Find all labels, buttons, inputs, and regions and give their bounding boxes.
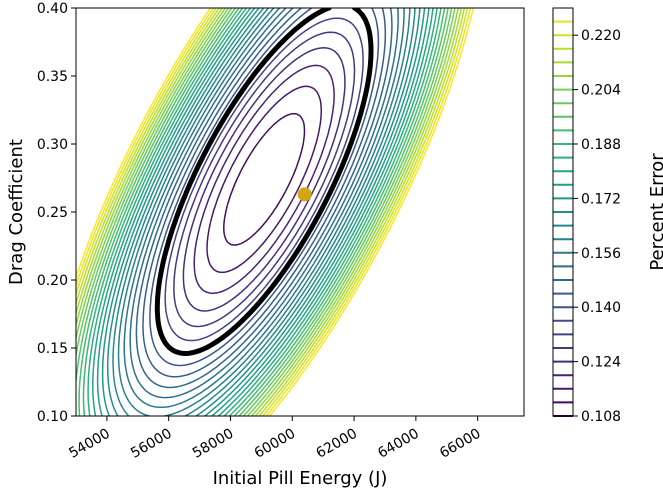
contour-line xyxy=(112,8,416,416)
contour-line xyxy=(206,85,323,274)
contour-line xyxy=(164,17,364,342)
x-tick-label: 64000 xyxy=(375,426,422,462)
y-tick-label: 0.25 xyxy=(37,205,68,221)
colorbar-tick-label: 0.220 xyxy=(581,28,621,44)
x-tick-label: 58000 xyxy=(190,426,237,462)
x-axis-title: Initial Pill Energy (J) xyxy=(213,468,388,489)
contour-line xyxy=(76,8,456,416)
contour-line xyxy=(76,8,466,416)
contour-line xyxy=(117,8,411,416)
contour-line xyxy=(76,8,472,416)
colorbar-title: Percent Error xyxy=(647,153,663,271)
minimum-point-marker xyxy=(297,187,312,202)
colorbar-ticks: 0.108 0.124 0.140 0.156 0.172 0.188 0.204 0.220 xyxy=(573,28,621,425)
contour-line xyxy=(82,8,442,416)
contour-line xyxy=(76,8,463,416)
contour-line xyxy=(135,8,393,389)
y-tick-label: 0.40 xyxy=(37,1,68,17)
contour-line xyxy=(101,8,426,416)
contour-line xyxy=(173,31,356,328)
y-axis-title: Drag Coefficient xyxy=(6,139,27,285)
bold-contour-line xyxy=(154,8,374,356)
x-tick-label: 62000 xyxy=(313,426,360,462)
y-tick-label: 0.15 xyxy=(37,341,68,357)
contour-line xyxy=(96,8,430,416)
x-tick-label: 66000 xyxy=(437,426,484,462)
colorbar-tick-label: 0.108 xyxy=(581,409,621,425)
colorbar-tick-label: 0.140 xyxy=(581,300,621,316)
colorbar-tick-label: 0.156 xyxy=(581,246,621,262)
contour-line xyxy=(106,8,421,416)
y-tick-label: 0.30 xyxy=(37,137,68,153)
x-axis: 54000 56000 58000 60000 62000 64000 66000 xyxy=(66,416,484,462)
colorbar-frame xyxy=(552,7,574,417)
y-axis: 0.10 0.15 0.20 0.25 0.30 0.35 0.40 xyxy=(37,1,76,425)
y-tick-label: 0.20 xyxy=(37,273,68,289)
colorbar-tick-label: 0.172 xyxy=(581,191,621,207)
contour-line xyxy=(149,8,380,367)
contour-line xyxy=(92,8,434,416)
contour-line xyxy=(78,8,446,416)
colorbar-tick-label: 0.188 xyxy=(581,137,621,153)
colorbar-tick-label: 0.124 xyxy=(581,355,621,371)
colorbar-tick-label: 0.204 xyxy=(581,83,621,99)
contour-line xyxy=(182,47,346,312)
contour-line xyxy=(142,8,387,378)
contour-line xyxy=(76,8,449,416)
x-tick-label: 56000 xyxy=(128,426,175,462)
contour-line xyxy=(223,112,306,246)
contour-line xyxy=(123,8,405,409)
x-tick-label: 54000 xyxy=(66,426,113,462)
contour-line xyxy=(129,8,399,399)
x-tick-label: 60000 xyxy=(252,426,299,462)
y-tick-label: 0.10 xyxy=(37,409,68,425)
contour-line xyxy=(76,8,474,416)
contour-line xyxy=(76,8,469,416)
contour-line xyxy=(87,8,438,416)
contour-line xyxy=(76,8,459,416)
contour-line xyxy=(193,64,335,295)
bold-contour xyxy=(154,8,374,356)
y-tick-label: 0.35 xyxy=(37,69,68,85)
colorbar xyxy=(553,20,573,417)
contour-line xyxy=(76,8,453,416)
